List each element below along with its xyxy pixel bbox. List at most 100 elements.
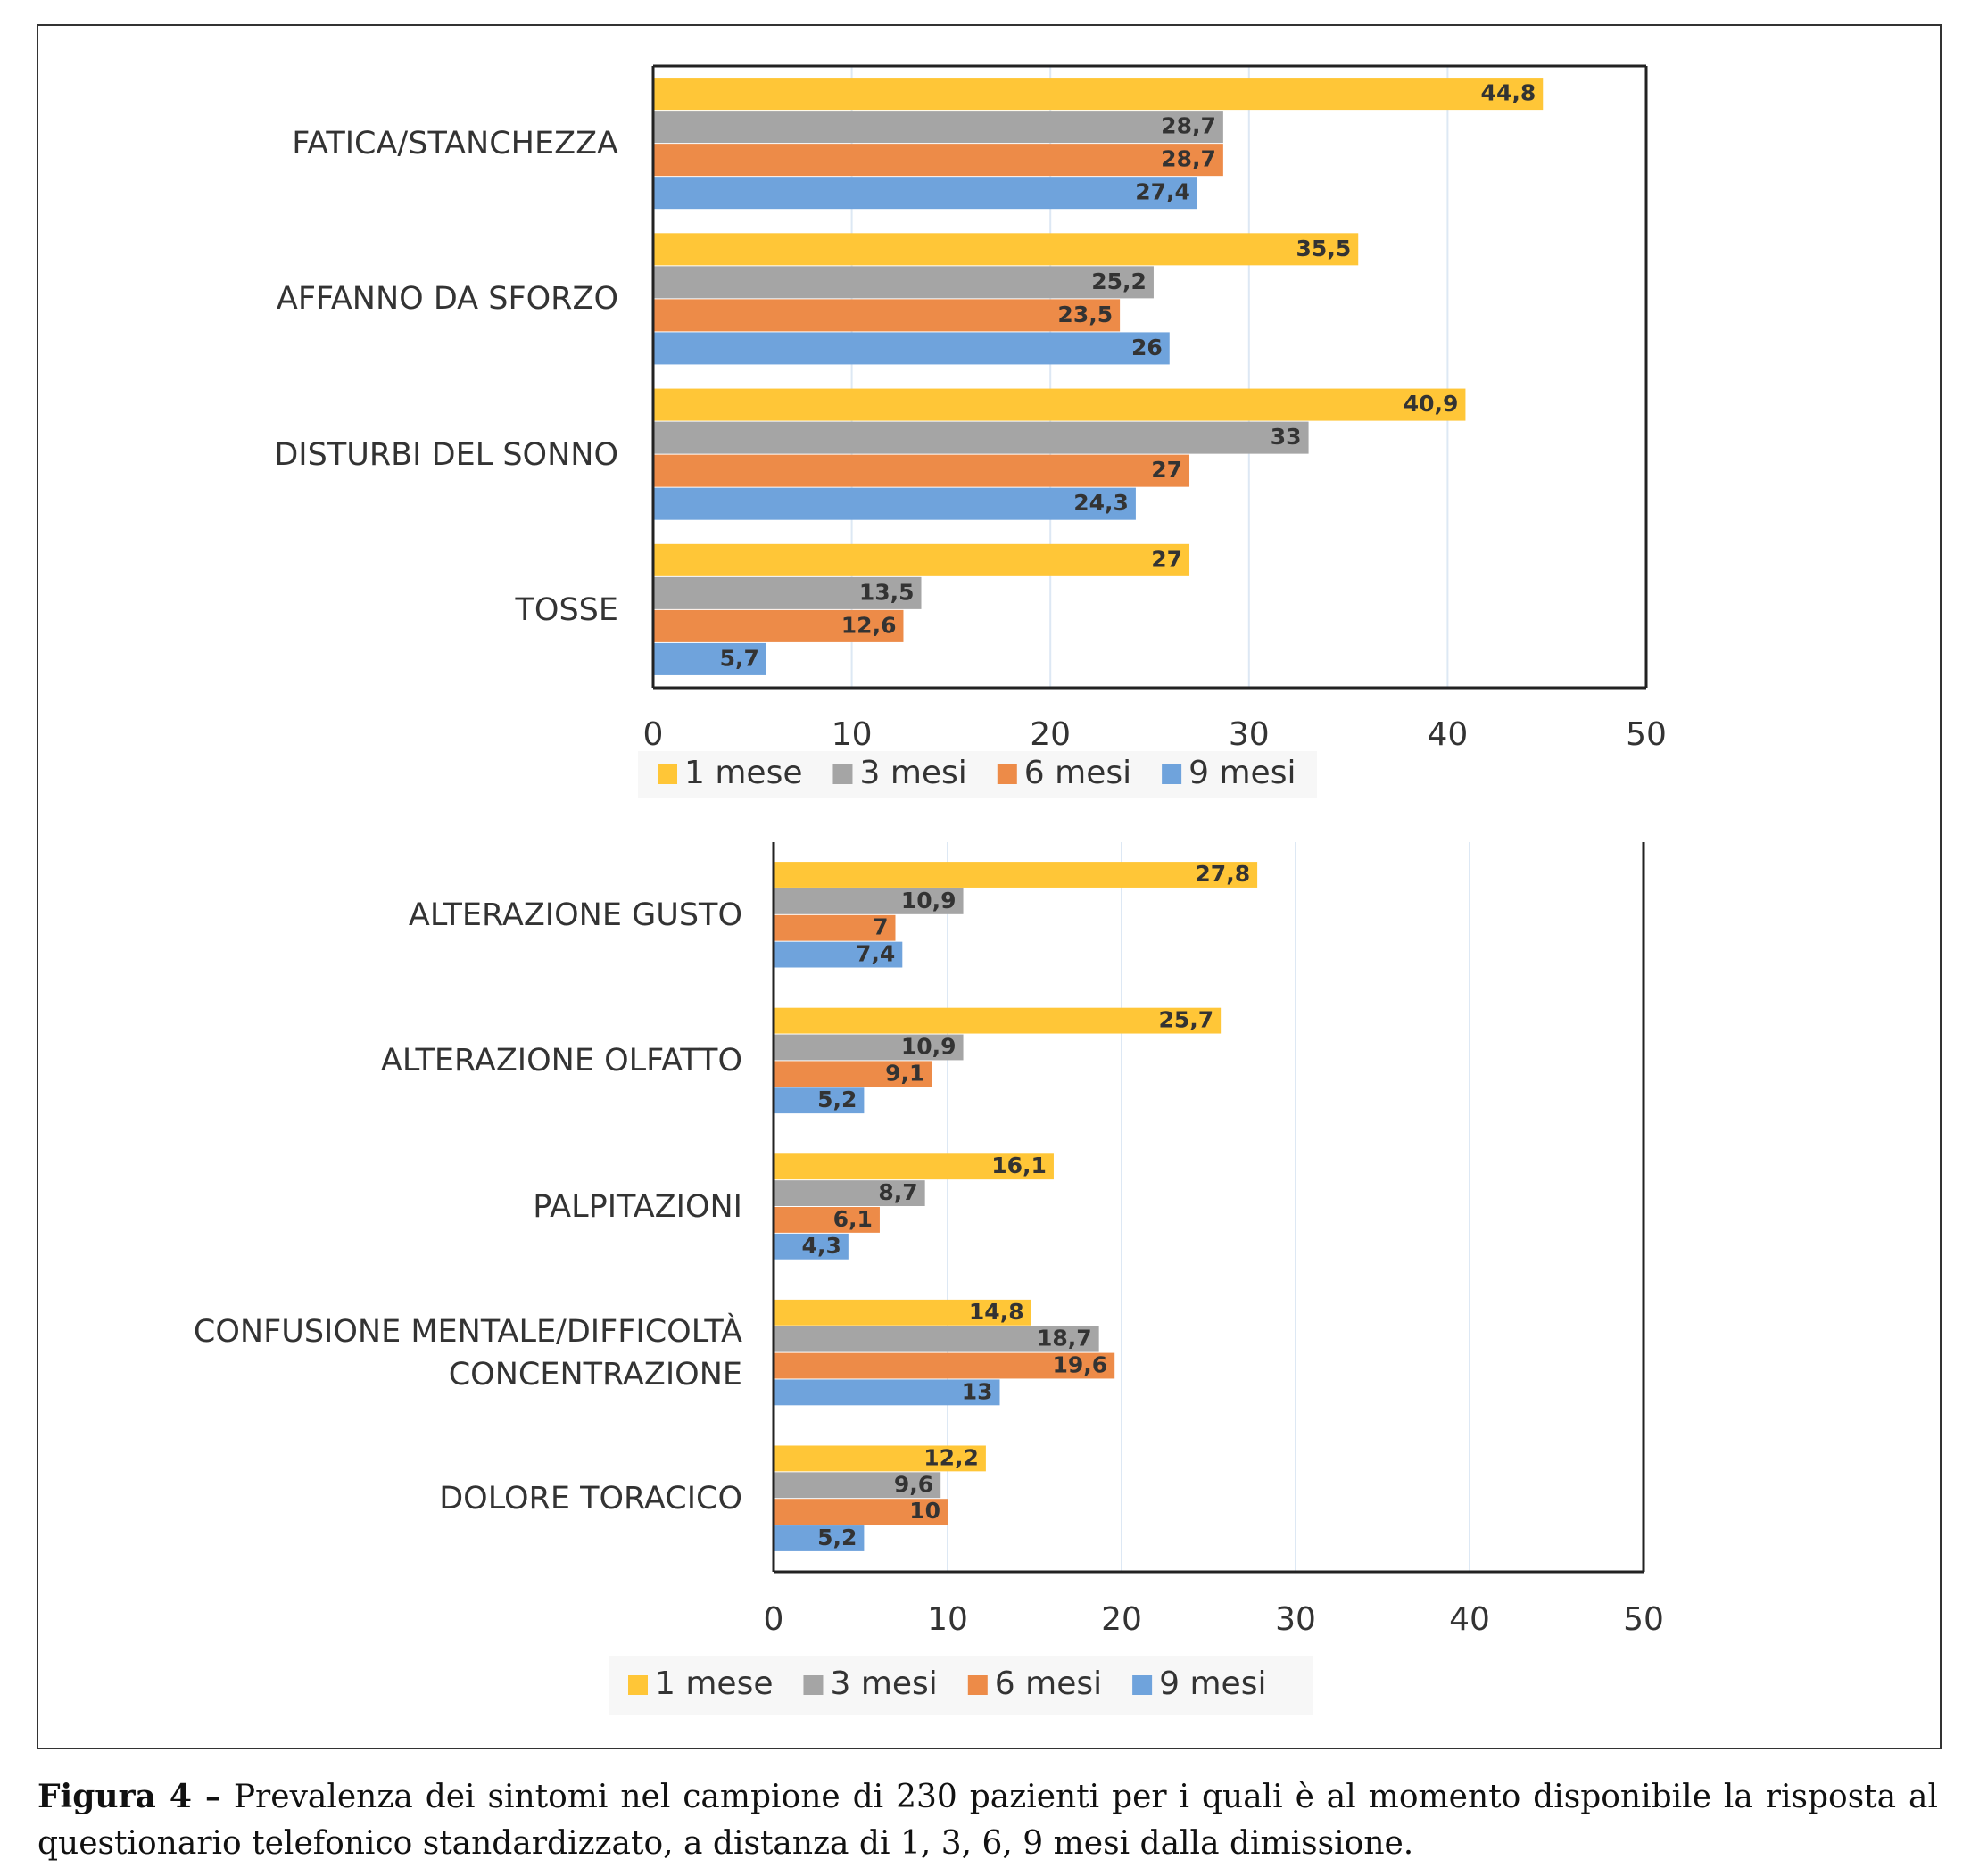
data-label: 25,7 [1158,1007,1213,1033]
category-label-box: TOSSE [515,591,618,628]
data-label: 13 [962,1378,993,1404]
figure-frame [37,24,1942,1749]
bar [653,299,1121,332]
data-label: 8,7 [878,1179,917,1205]
category-label-box: FATICA/STANCHEZZA [292,126,618,162]
y-tick-label: ALTERAZIONE GUSTO [408,897,742,933]
category-label-box: ALTERAZIONE GUSTO [408,897,742,933]
bar [774,1233,849,1260]
data-label: 14,8 [969,1299,1024,1325]
data-label: 4,3 [802,1233,841,1259]
data-label: 5,2 [817,1087,857,1112]
legend-swatch [628,1675,648,1695]
x-tick-label: 0 [643,716,664,753]
bar [774,1472,941,1499]
x-tick-label: 20 [1030,716,1071,753]
bar [774,1061,932,1087]
data-label: 5,7 [720,645,759,671]
legend-swatch [1162,764,1182,784]
caption-label: Figura 4 – [37,1778,221,1815]
y-tick-label: FATICA/STANCHEZZA [292,126,618,162]
y-tick-label: TOSSE [515,591,618,628]
bar [653,266,1154,299]
legend-label: 9 mesi [1159,1665,1266,1702]
data-label: 5,2 [817,1525,857,1550]
bar [774,1326,1099,1352]
legend-swatch [832,764,853,784]
data-label: 7 [873,914,888,940]
bar [653,177,1197,210]
data-label: 23,5 [1057,302,1113,327]
bar [774,1180,925,1206]
data-label: 24,3 [1073,490,1129,516]
data-label: 18,7 [1037,1326,1092,1351]
data-label: 12,2 [923,1444,979,1470]
data-label: 10,9 [901,1033,957,1059]
legend-swatch [997,764,1017,784]
data-label: 35,5 [1296,236,1352,261]
data-label: 19,6 [1053,1352,1108,1378]
legend-label: 1 mese [655,1665,773,1702]
legend-box [609,1656,1313,1715]
bar [774,1299,1031,1326]
bar [653,421,1309,454]
x-tick-label: 30 [1229,716,1270,753]
data-label: 27,4 [1135,179,1190,205]
x-tick-label: 30 [1275,1601,1316,1638]
x-tick-label: 0 [764,1601,784,1638]
bar [653,609,904,642]
legend-swatch [1132,1675,1153,1695]
data-label: 44,8 [1481,80,1536,106]
bar [653,233,1359,266]
y-tick-label: DISTURBI DEL SONNO [274,436,618,473]
bar [653,576,922,609]
bar [774,1153,1054,1180]
category-label-box: PALPITAZIONI [533,1189,742,1225]
data-label: 9,1 [885,1060,924,1086]
legend-label: 9 mesi [1188,755,1296,791]
bar [653,543,1190,576]
bar [653,78,1544,111]
data-label: 9,6 [894,1471,933,1497]
bar [774,862,1258,888]
data-label: 26 [1131,335,1163,360]
bar [774,1034,964,1061]
bar [774,1207,880,1233]
y-tick-label: AFFANNO DA SFORZO [276,281,618,318]
data-label: 10 [909,1498,940,1524]
bar [653,388,1466,421]
category-label-box: ALTERAZIONE OLFATTO [381,1043,742,1078]
bar [774,1445,986,1472]
caption-text: Prevalenza dei sintomi nel campione di 2… [37,1779,1938,1862]
legend-label: 6 mesi [995,1665,1102,1702]
bar [774,1352,1115,1379]
bar [653,454,1190,487]
bar [774,1087,865,1114]
data-label: 27,8 [1195,861,1250,887]
category-label-box: CONFUSIONE MENTALE/DIFFICOLTÀ CONCENTRAZ… [194,1314,742,1393]
data-label: 33 [1271,424,1302,450]
legend-swatch [803,1675,824,1695]
x-tick-label: 50 [1623,1601,1664,1638]
legend-label: 6 mesi [1024,755,1131,791]
bar [653,332,1170,365]
bar [653,111,1223,144]
x-tick-label: 20 [1101,1601,1142,1638]
data-label: 27 [1151,546,1182,572]
data-label: 10,9 [901,888,957,913]
data-label: 25,2 [1091,269,1147,294]
bar [774,1525,865,1551]
category-label-box: AFFANNO DA SFORZO [276,281,618,318]
bar [774,1499,948,1525]
bar [774,941,903,968]
category-label-box: DOLORE TORACICO [439,1481,742,1517]
bar [653,144,1223,177]
data-label: 6,1 [833,1206,873,1232]
legend-label: 1 mese [684,755,802,791]
bar [774,1007,1222,1034]
bar [653,487,1136,520]
x-tick-label: 40 [1449,1601,1490,1638]
x-tick-label: 10 [927,1601,968,1638]
bar [774,1379,1000,1406]
